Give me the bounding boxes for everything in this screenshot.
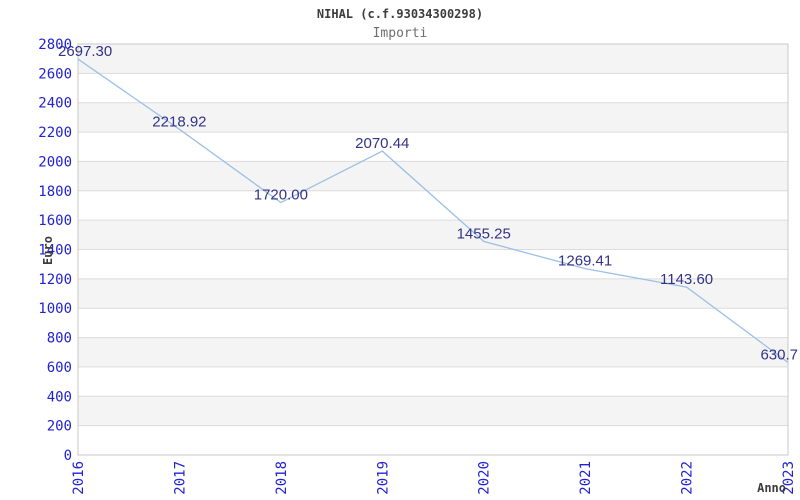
plot-band bbox=[78, 161, 788, 191]
point-label: 1455.25 bbox=[457, 225, 511, 242]
y-tick-label: 600 bbox=[47, 360, 72, 376]
y-tick-label: 1000 bbox=[38, 301, 72, 317]
y-tick-label: 1200 bbox=[38, 272, 72, 288]
point-label: 2697.30 bbox=[58, 43, 112, 60]
x-tick-label: 2022 bbox=[680, 461, 696, 495]
x-tick-label: 2017 bbox=[172, 461, 188, 495]
point-label: 1143.60 bbox=[660, 271, 713, 288]
point-label: 630.7 bbox=[760, 346, 798, 363]
y-tick-label: 400 bbox=[47, 389, 72, 405]
plot-border bbox=[77, 43, 789, 456]
y-tick-label: 2800 bbox=[38, 37, 72, 53]
y-tick-label: 1400 bbox=[38, 243, 72, 259]
x-tick-label: 2019 bbox=[375, 461, 391, 495]
x-tick-label: 2020 bbox=[477, 461, 493, 495]
x-axis-title: Anno bbox=[757, 481, 786, 495]
point-label: 1269.41 bbox=[558, 253, 612, 270]
y-tick-label: 1600 bbox=[38, 213, 72, 229]
x-tick-label: 2021 bbox=[578, 461, 594, 495]
x-tick-label: 2023 bbox=[781, 461, 797, 495]
y-tick-label: 800 bbox=[47, 331, 72, 347]
plot-band bbox=[78, 337, 788, 367]
plot-band bbox=[78, 220, 788, 250]
x-tick-label: 2016 bbox=[71, 461, 87, 495]
point-label: 2218.92 bbox=[152, 113, 206, 130]
y-tick-label: 2200 bbox=[38, 125, 72, 141]
plot-band bbox=[78, 102, 788, 133]
chart-title: NIHAL (c.f.93034300298) bbox=[316, 7, 484, 21]
chart-subtitle: Importi bbox=[372, 26, 428, 41]
y-tick-label: 0 bbox=[64, 448, 72, 464]
y-tick-label: 2400 bbox=[38, 96, 72, 112]
y-tick-label: 2000 bbox=[38, 154, 72, 170]
plot-band bbox=[78, 44, 788, 74]
point-label: 2070.44 bbox=[355, 135, 409, 152]
point-label: 1720.00 bbox=[254, 187, 308, 204]
y-tick-label: 200 bbox=[47, 419, 72, 435]
x-tick-label: 2018 bbox=[274, 461, 290, 495]
y-axis-title: Euro bbox=[41, 236, 55, 265]
plot-band bbox=[78, 396, 788, 426]
data-line bbox=[77, 58, 789, 363]
y-tick-label: 1800 bbox=[38, 184, 72, 200]
y-tick-label: 2600 bbox=[38, 66, 72, 82]
